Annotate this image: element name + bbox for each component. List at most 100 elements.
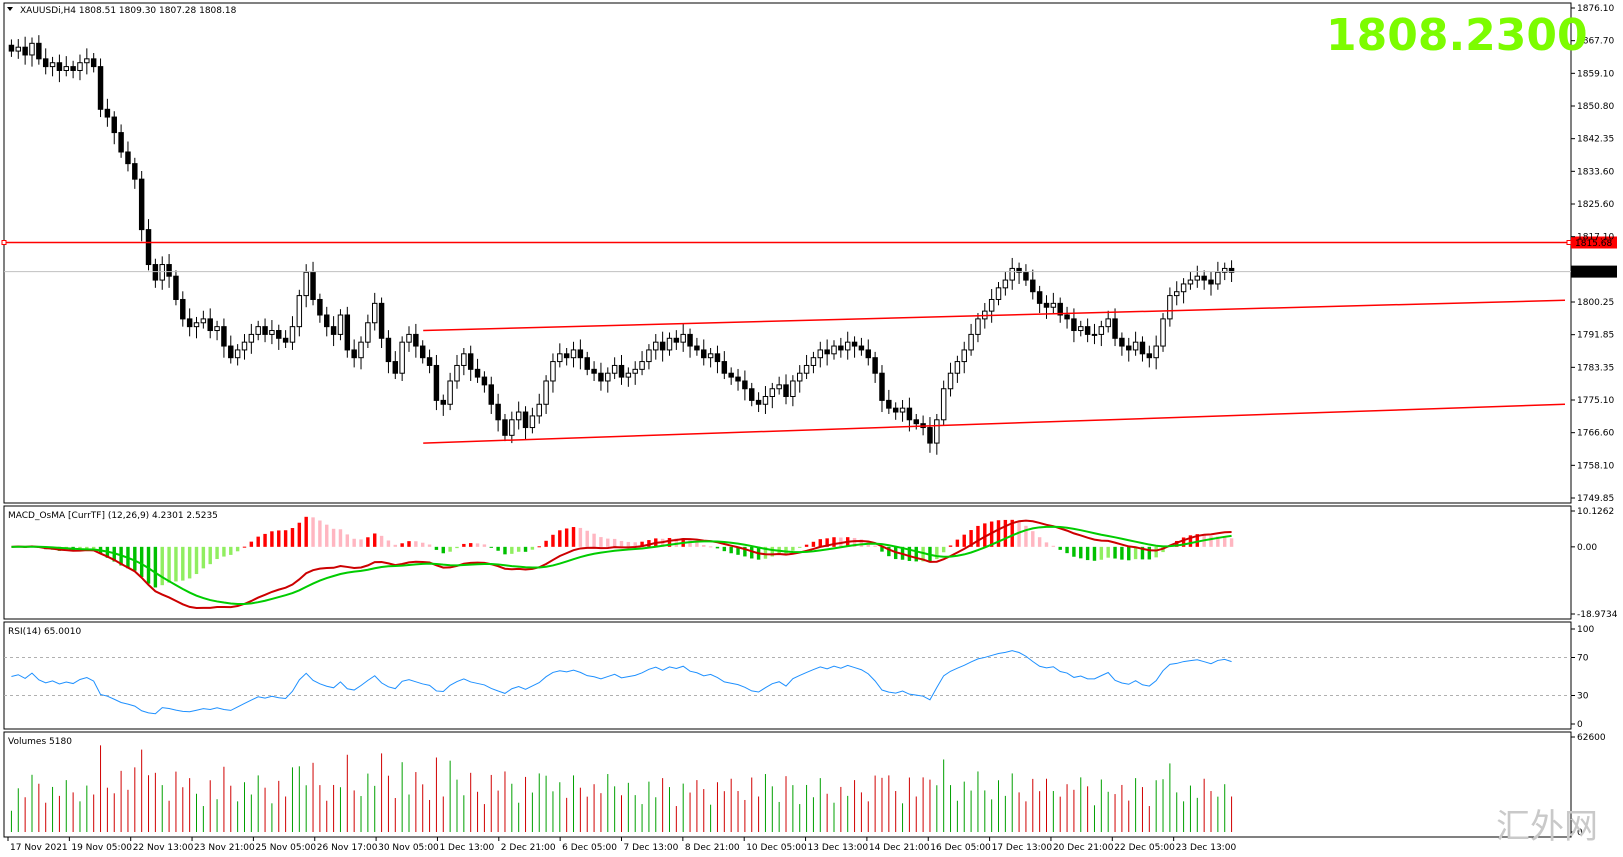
macd-histogram-bar [969, 530, 973, 547]
candle-body [29, 42, 35, 56]
candle-body [358, 341, 364, 359]
macd-histogram-bar [798, 546, 802, 548]
macd-histogram-bar [606, 538, 610, 547]
candle-body [735, 376, 741, 382]
candle-body [344, 314, 351, 351]
candle-body [433, 364, 440, 401]
candle-body [543, 380, 549, 405]
rsi-line [11, 650, 1232, 715]
candle-body [440, 399, 447, 405]
time-tick-label: 30 Nov 05:00 [378, 843, 439, 853]
candle-body [1084, 326, 1091, 335]
macd-histogram-bar [427, 544, 432, 547]
macd-histogram-bar [1229, 538, 1234, 547]
candle-body [646, 349, 652, 363]
candle-body [248, 333, 255, 343]
candle-body [975, 318, 981, 335]
candle-body [276, 330, 282, 339]
macd-tick-label: 0.00 [1577, 543, 1597, 553]
macd-histogram-bar [215, 546, 219, 560]
time-tick-label: 17 Dec 13:00 [992, 843, 1053, 853]
candle-body [1208, 279, 1214, 285]
macd-title: MACD_OsMA [CurrTF] (12,26,9) 4.2301 2.52… [8, 511, 218, 521]
macd-histogram-bar [139, 546, 144, 578]
macd-histogram-bar [1147, 546, 1152, 560]
candle-body [598, 372, 604, 382]
macd-histogram-bar [1223, 536, 1227, 547]
candle-body [694, 345, 700, 351]
macd-histogram-bar [647, 540, 651, 547]
macd-histogram-bar [1058, 546, 1062, 550]
macd-histogram-bar [516, 546, 521, 552]
candle-body [940, 388, 947, 421]
candle-body [255, 326, 261, 335]
candle-body [742, 380, 748, 390]
macd-histogram-bar [379, 535, 384, 547]
candles [8, 35, 1235, 455]
time-tick-label: 13 Dec 13:00 [808, 843, 869, 853]
candle-body [851, 341, 858, 347]
candle-body [365, 322, 371, 343]
price-tick-label: 1850.80 [1577, 102, 1614, 112]
macd-histogram-bar [1127, 546, 1131, 561]
macd-histogram-bar [770, 546, 775, 557]
candle-body [762, 396, 769, 405]
collapse-triangle-icon[interactable] [7, 7, 13, 11]
macd-histogram-bar [181, 546, 185, 581]
candle-body [42, 58, 49, 68]
candle-body [721, 361, 728, 374]
candle-body [419, 345, 426, 359]
macd-histogram-bar [510, 546, 514, 554]
candle-body [1036, 291, 1043, 304]
candle-body [351, 349, 357, 359]
rsi-tick-label: 0 [1577, 720, 1583, 730]
macd-histogram-bar [1010, 519, 1014, 547]
candle-body [988, 298, 995, 312]
macd-histogram-bar [564, 528, 569, 547]
macd-histogram-bar [811, 541, 816, 547]
macd-histogram-bar [1181, 537, 1186, 547]
candle-body [90, 58, 97, 68]
macd-histogram-bar [153, 546, 158, 588]
macd-histogram-bar [791, 546, 795, 551]
candle-body [173, 275, 179, 300]
macd-histogram-bar [825, 538, 829, 547]
level-price-label: 1815.68 [1575, 239, 1612, 249]
macd-histogram-bar [880, 546, 884, 552]
macd-histogram-bar [551, 534, 555, 547]
candle-body [406, 333, 412, 343]
candle-body [1215, 271, 1221, 285]
candle-body [701, 349, 707, 359]
candle-body [1057, 302, 1063, 316]
macd-histogram-bar [544, 540, 548, 547]
candle-body [296, 295, 303, 328]
candle-body [714, 353, 721, 363]
time-tick-label: 10 Dec 05:00 [746, 843, 807, 853]
candle-body [522, 411, 529, 429]
candle-body [783, 384, 789, 398]
macd-line [11, 519, 1232, 609]
candle-body [632, 368, 638, 374]
candle-body [159, 264, 165, 281]
candle-body [63, 66, 69, 71]
macd-histogram-bar [1113, 546, 1117, 559]
rsi-title: RSI(14) 65.0010 [8, 627, 81, 637]
macd-tick-label: -18.9734 [1577, 610, 1618, 620]
macd-histogram-bar [1154, 546, 1158, 558]
candle-body [577, 349, 584, 359]
candle-body [488, 384, 494, 405]
candle-body [132, 163, 138, 180]
candle-body [968, 333, 974, 351]
macd-histogram-bar [1216, 536, 1220, 547]
macd-histogram-bar [167, 546, 171, 583]
macd-histogram-bar [873, 545, 877, 547]
macd-histogram-bar [1120, 546, 1124, 560]
candle-body [186, 318, 193, 328]
candle-body [282, 337, 289, 343]
candle-body [1098, 326, 1105, 335]
macd-histogram-bar [743, 546, 747, 557]
time-tick-label: 19 Nov 05:00 [71, 843, 132, 853]
macd-histogram-bar [667, 537, 672, 547]
macd-histogram-bar [373, 533, 377, 547]
macd-histogram-bar [722, 546, 727, 552]
